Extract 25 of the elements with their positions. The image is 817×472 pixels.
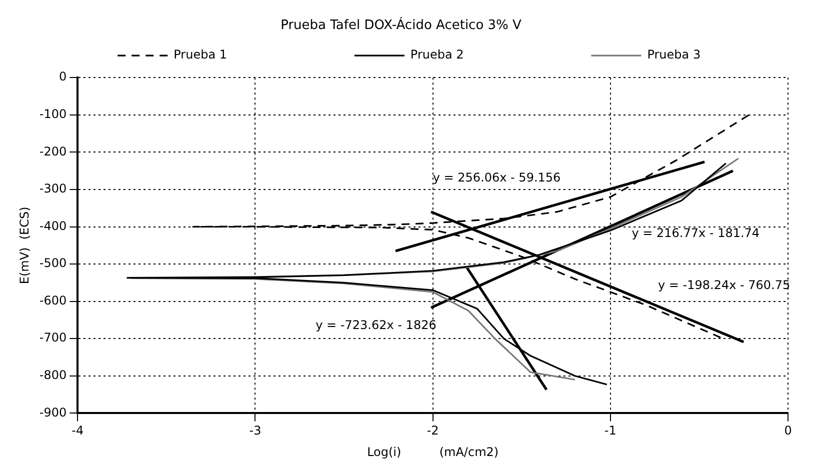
y-tick-label: -900 bbox=[39, 405, 67, 420]
y-tick-label: -800 bbox=[39, 368, 67, 382]
annotation: y = -723.62x - 1826 bbox=[316, 318, 436, 332]
y-tick-label: 0 bbox=[58, 70, 67, 84]
annotation: y = 256.06x - 59.156 bbox=[432, 170, 561, 184]
x-axis-title: Log(i) (mA/cm2) bbox=[367, 444, 499, 459]
annotation: y = -198.24x - 760.75 bbox=[658, 278, 790, 292]
y-tick-label: -500 bbox=[39, 256, 67, 270]
x-tick-label: -1 bbox=[604, 424, 616, 438]
x-tick-label: -4 bbox=[72, 424, 84, 438]
y-tick-label: -300 bbox=[39, 182, 67, 196]
y-tick-label: -400 bbox=[39, 218, 67, 233]
legend-label: Prueba 2 bbox=[410, 48, 464, 62]
x-tick-label: 0 bbox=[784, 424, 792, 438]
y-tick-label: -700 bbox=[39, 330, 67, 345]
annotation: y = 216.77x - 181.74 bbox=[632, 226, 760, 240]
x-tick-label: -3 bbox=[249, 424, 262, 438]
x-tick-label: -2 bbox=[426, 424, 439, 438]
y-tick-label: -100 bbox=[39, 107, 67, 122]
legend-label: Prueba 1 bbox=[174, 48, 228, 62]
y-axis-title: E(mV) (ECS) bbox=[17, 206, 32, 284]
legend-label: Prueba 3 bbox=[647, 48, 701, 62]
y-tick-label: -200 bbox=[39, 144, 67, 158]
y-tick-label: -600 bbox=[39, 293, 67, 308]
chart-title: Prueba Tafel DOX-Ácido Acetico 3% V bbox=[280, 16, 522, 34]
